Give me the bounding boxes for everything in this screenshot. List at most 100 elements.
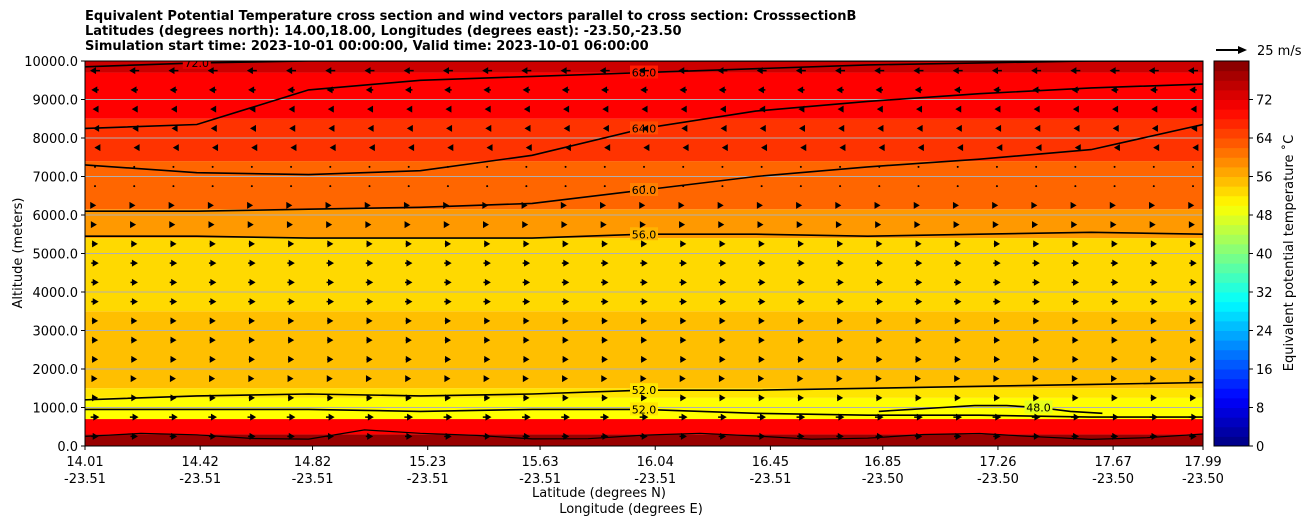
wind-vector xyxy=(682,165,685,168)
wind-vector-head xyxy=(994,394,1001,402)
wind-vector xyxy=(1071,259,1080,267)
wind-vector xyxy=(563,105,570,113)
wind-vector xyxy=(521,67,532,75)
wind-vector-head xyxy=(367,278,374,286)
contour-label-bg-5 xyxy=(630,383,658,397)
wind-vector xyxy=(876,317,883,325)
wind-vector xyxy=(443,221,450,229)
wind-vector xyxy=(836,317,844,325)
wind-vector xyxy=(955,105,962,113)
wind-vector-dot xyxy=(799,185,802,188)
wind-vector-head xyxy=(877,432,884,440)
wind-vector-head xyxy=(955,105,962,113)
wind-vector xyxy=(1189,278,1197,286)
x-tick-label-lon-8: -23.50 xyxy=(977,472,1019,487)
wind-vector-head xyxy=(131,432,138,440)
wind-vector xyxy=(639,413,649,421)
wind-vector xyxy=(327,240,334,248)
wind-vector xyxy=(1033,240,1040,248)
wind-vector-head xyxy=(758,240,765,248)
wind-vector-head xyxy=(327,317,334,325)
colorbar-step-4 xyxy=(1214,397,1249,408)
colorbar-step-3 xyxy=(1214,407,1249,418)
wind-vector xyxy=(1189,298,1197,306)
wind-vector-head xyxy=(367,105,374,113)
wind-vector-head xyxy=(288,394,295,402)
wind-vector-head xyxy=(874,201,881,209)
wind-vector xyxy=(604,144,611,152)
wind-vector-head xyxy=(562,394,569,402)
wind-vector-head xyxy=(287,375,294,383)
wind-vector-dot xyxy=(407,185,410,188)
wind-vector-head xyxy=(1033,432,1040,440)
wind-vector xyxy=(1189,240,1197,248)
wind-vector xyxy=(1150,394,1157,402)
wind-vector xyxy=(915,336,922,344)
wind-vector-head xyxy=(837,317,844,325)
wind-vector-head xyxy=(641,298,648,306)
wind-vector xyxy=(364,67,375,75)
y-tick-label-10: 10000.0 xyxy=(24,55,78,70)
wind-vector xyxy=(328,124,335,132)
wind-vector-head xyxy=(170,394,177,402)
wind-vector-head xyxy=(1188,201,1195,209)
wind-vector-head xyxy=(837,336,844,344)
wind-vector-head xyxy=(1153,144,1160,152)
wind-vector-head xyxy=(1110,86,1117,94)
wind-vector xyxy=(601,336,608,344)
wind-vector xyxy=(525,165,528,168)
x-axis: 14.01 -23.51 14.42 -23.51 14.82 -23.51 15.23 -2… xyxy=(64,446,1224,487)
wind-vector xyxy=(404,86,413,94)
wind-vector-head xyxy=(521,201,528,209)
wind-vector-head xyxy=(641,317,648,325)
wind-vector-head xyxy=(1149,221,1156,229)
wind-vector xyxy=(680,355,687,363)
wind-vector-head xyxy=(482,201,489,209)
wind-vector-head xyxy=(915,336,922,344)
wind-vector xyxy=(601,298,609,306)
wind-vector xyxy=(913,67,924,75)
wind-vector xyxy=(876,394,883,402)
wind-vector xyxy=(952,67,963,75)
wind-vector-head xyxy=(759,413,766,421)
wind-vector-dot xyxy=(211,185,214,188)
wind-vector xyxy=(522,86,531,94)
wind-vector-head xyxy=(758,355,765,363)
wind-vector-head xyxy=(209,336,216,344)
wind-vector xyxy=(443,413,453,421)
wind-vector xyxy=(993,317,1001,325)
wind-vector-head xyxy=(524,259,531,267)
wind-vector xyxy=(681,124,688,132)
wind-vector-head xyxy=(913,67,920,75)
contour-line-0 xyxy=(85,61,1203,68)
wind-vector xyxy=(679,432,687,440)
wind-vector-head xyxy=(641,432,648,440)
colorbar-tick-label-9: 72 xyxy=(1256,94,1273,109)
x-tick-label-lon-5: -23.51 xyxy=(634,472,676,487)
wind-vector-head xyxy=(641,105,648,113)
wind-vector xyxy=(914,413,923,421)
colorbar-step-8 xyxy=(1214,359,1249,370)
wind-vector xyxy=(836,432,844,440)
wind-vector-head xyxy=(444,375,451,383)
wind-vector xyxy=(682,144,689,152)
contour-line-7 xyxy=(878,404,1103,415)
wind-vector xyxy=(953,86,962,94)
wind-vector-head xyxy=(131,105,138,113)
fill-band-1 xyxy=(85,419,1203,435)
wind-vector xyxy=(992,221,999,229)
wind-vector-head xyxy=(92,278,99,286)
wind-vector-head xyxy=(1190,432,1197,440)
wind-vector xyxy=(1152,185,1155,188)
wind-vector-head xyxy=(601,240,608,248)
wind-vector xyxy=(953,432,962,440)
wind-vector-head xyxy=(405,317,412,325)
wind-vector-head xyxy=(600,201,607,209)
wind-vector xyxy=(995,185,998,188)
wind-vector xyxy=(878,185,881,188)
wind-vector-head xyxy=(1152,413,1159,421)
wind-vector-head xyxy=(877,413,884,421)
wind-vector-head xyxy=(680,394,687,402)
wind-vector xyxy=(601,259,609,267)
wind-vector xyxy=(484,105,491,113)
